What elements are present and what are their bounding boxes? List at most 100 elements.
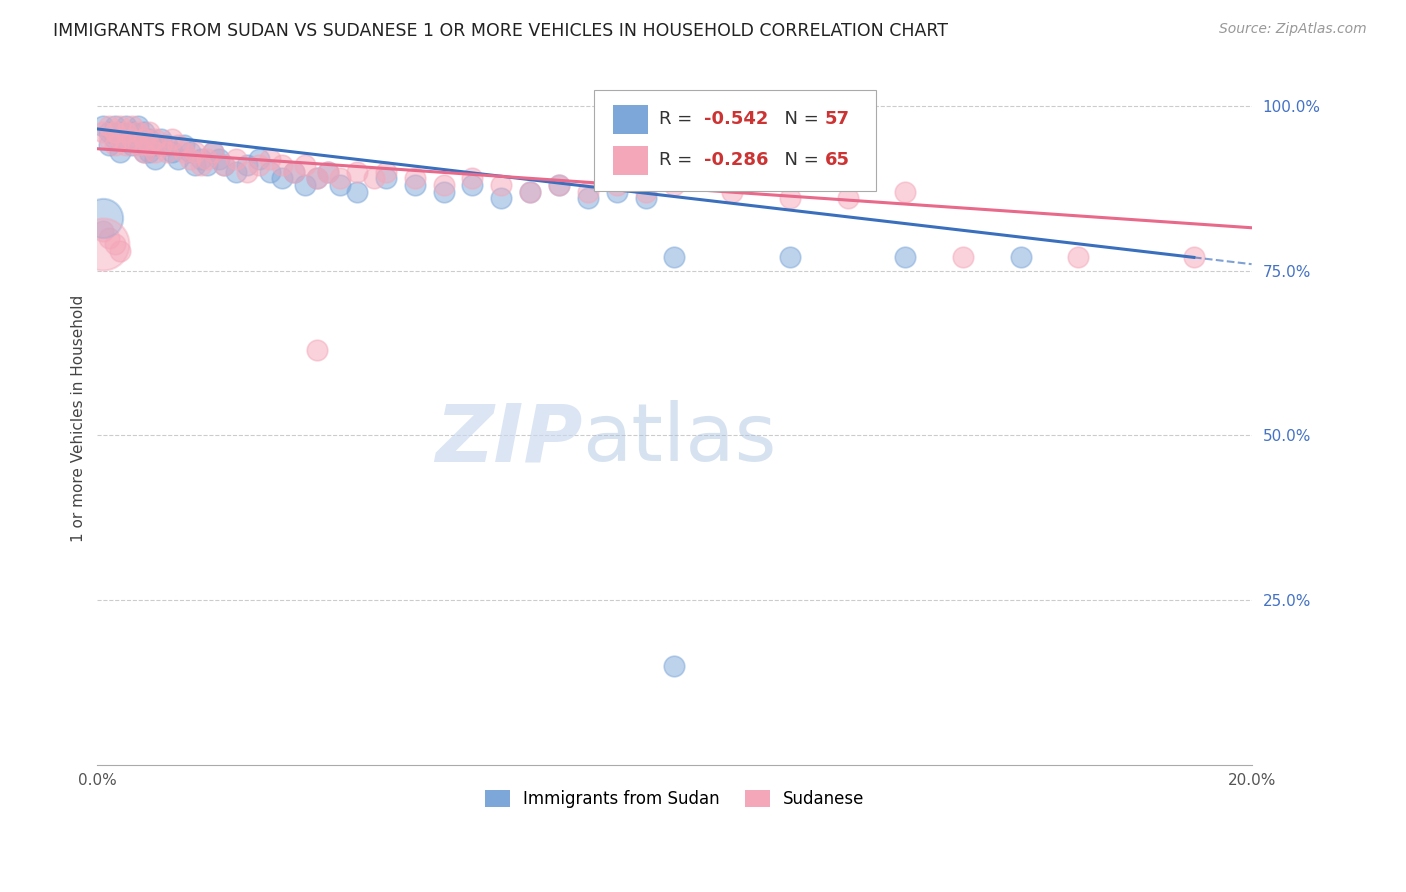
Text: R =: R = bbox=[659, 111, 699, 128]
Point bbox=[91, 125, 114, 139]
Point bbox=[576, 191, 599, 205]
Point bbox=[149, 132, 172, 146]
Point bbox=[247, 158, 270, 172]
Point bbox=[606, 178, 628, 192]
Point bbox=[104, 125, 127, 139]
Point bbox=[97, 119, 120, 133]
Point bbox=[346, 185, 368, 199]
Point bbox=[97, 132, 120, 146]
Point bbox=[138, 125, 160, 139]
Text: R =: R = bbox=[659, 151, 699, 169]
Point bbox=[121, 132, 143, 146]
Point bbox=[207, 152, 229, 166]
Point bbox=[779, 251, 801, 265]
Point bbox=[404, 178, 426, 192]
Text: N =: N = bbox=[772, 151, 824, 169]
Point bbox=[132, 125, 155, 139]
Point bbox=[374, 171, 396, 186]
Point bbox=[283, 165, 305, 179]
Point bbox=[837, 191, 859, 205]
Point bbox=[779, 191, 801, 205]
Point bbox=[894, 185, 917, 199]
Point bbox=[127, 138, 149, 153]
Point bbox=[461, 171, 484, 186]
Point bbox=[374, 165, 396, 179]
Point bbox=[294, 178, 316, 192]
Point bbox=[195, 158, 218, 172]
Point bbox=[894, 251, 917, 265]
Point bbox=[91, 119, 114, 133]
Point bbox=[294, 158, 316, 172]
Point bbox=[606, 185, 628, 199]
Point bbox=[143, 132, 166, 146]
Point bbox=[548, 178, 571, 192]
Point bbox=[201, 145, 224, 159]
Point bbox=[433, 185, 456, 199]
Point bbox=[110, 132, 132, 146]
Text: -0.286: -0.286 bbox=[704, 151, 769, 169]
Point bbox=[491, 178, 513, 192]
Point bbox=[104, 119, 127, 133]
Point bbox=[97, 125, 120, 139]
Point bbox=[127, 132, 149, 146]
Point bbox=[461, 178, 484, 192]
Point bbox=[121, 138, 143, 153]
Point bbox=[664, 178, 686, 192]
Y-axis label: 1 or more Vehicles in Household: 1 or more Vehicles in Household bbox=[72, 295, 86, 542]
Point bbox=[952, 251, 974, 265]
Point bbox=[97, 138, 120, 153]
Point bbox=[104, 138, 127, 153]
Point bbox=[127, 125, 149, 139]
Point bbox=[1182, 251, 1205, 265]
Point bbox=[236, 165, 259, 179]
Point bbox=[184, 158, 207, 172]
Point bbox=[576, 185, 599, 199]
Point bbox=[363, 171, 385, 186]
Point bbox=[173, 138, 195, 153]
Point bbox=[190, 152, 212, 166]
Point bbox=[225, 152, 247, 166]
Point bbox=[305, 171, 328, 186]
Text: atlas: atlas bbox=[582, 401, 776, 478]
Point bbox=[664, 251, 686, 265]
Point bbox=[179, 152, 201, 166]
Point bbox=[127, 119, 149, 133]
Text: 57: 57 bbox=[824, 111, 849, 128]
Point bbox=[271, 171, 294, 186]
Text: N =: N = bbox=[772, 111, 824, 128]
Point bbox=[346, 165, 368, 179]
Point bbox=[91, 211, 114, 225]
Point bbox=[115, 138, 138, 153]
Point bbox=[138, 138, 160, 153]
Point bbox=[132, 132, 155, 146]
Point bbox=[1067, 251, 1090, 265]
Point bbox=[316, 165, 339, 179]
Point bbox=[115, 125, 138, 139]
Point bbox=[195, 152, 218, 166]
Point bbox=[519, 185, 541, 199]
Legend: Immigrants from Sudan, Sudanese: Immigrants from Sudan, Sudanese bbox=[478, 783, 870, 815]
Point bbox=[162, 145, 184, 159]
Point bbox=[1010, 251, 1032, 265]
Point bbox=[149, 138, 172, 153]
Point bbox=[143, 145, 166, 159]
Point bbox=[548, 178, 571, 192]
Point bbox=[97, 230, 120, 244]
Point bbox=[91, 224, 114, 238]
Point bbox=[110, 119, 132, 133]
Point bbox=[247, 152, 270, 166]
Point bbox=[214, 158, 236, 172]
Point bbox=[173, 145, 195, 159]
Text: IMMIGRANTS FROM SUDAN VS SUDANESE 1 OR MORE VEHICLES IN HOUSEHOLD CORRELATION CH: IMMIGRANTS FROM SUDAN VS SUDANESE 1 OR M… bbox=[53, 22, 949, 40]
Point bbox=[143, 138, 166, 153]
Point bbox=[634, 185, 657, 199]
Point bbox=[143, 152, 166, 166]
Point bbox=[167, 152, 190, 166]
Point bbox=[179, 145, 201, 159]
Point bbox=[138, 132, 160, 146]
Point bbox=[190, 158, 212, 172]
Point bbox=[104, 237, 127, 252]
Point bbox=[155, 145, 177, 159]
Point bbox=[121, 125, 143, 139]
Point bbox=[184, 145, 207, 159]
